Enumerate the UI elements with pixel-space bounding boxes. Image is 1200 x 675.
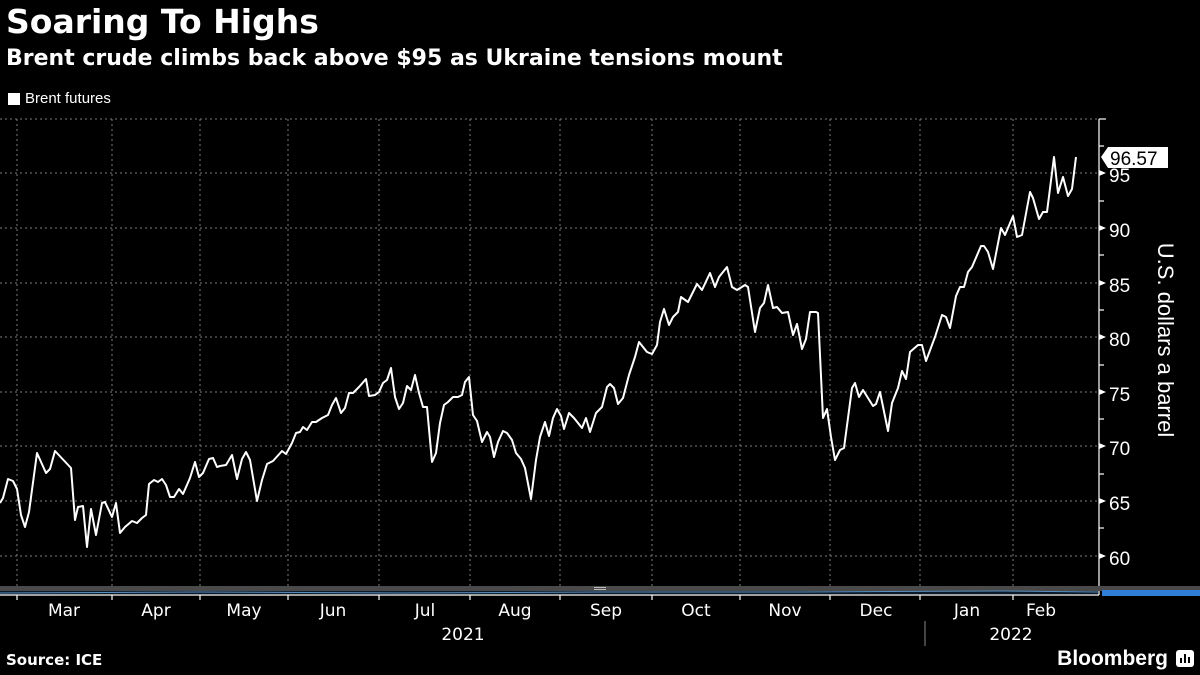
svg-text:2022: 2022 xyxy=(989,625,1032,645)
svg-text:Jul: Jul xyxy=(414,601,436,621)
y-axis-label: U.S. dollars a barrel xyxy=(1153,242,1178,438)
brent-line xyxy=(0,156,1077,548)
x-gridlines xyxy=(16,119,1014,590)
svg-text:65: 65 xyxy=(1109,494,1130,515)
source-note: Source: ICE xyxy=(6,651,103,669)
svg-text:Feb: Feb xyxy=(1026,601,1056,621)
legend: Brent futures xyxy=(8,90,111,107)
svg-text:75: 75 xyxy=(1109,385,1130,406)
x-tick-labels: Mar Apr May Jun Jul Aug Sep Oct Nov Dec … xyxy=(48,601,1056,645)
svg-text:Mar: Mar xyxy=(48,601,80,621)
x-axis xyxy=(0,594,1099,600)
svg-text:85: 85 xyxy=(1109,276,1130,297)
svg-text:Nov: Nov xyxy=(768,601,801,621)
svg-text:96.57: 96.57 xyxy=(1110,149,1158,170)
svg-text:Jan: Jan xyxy=(953,601,980,621)
svg-text:Jun: Jun xyxy=(319,601,347,621)
svg-text:Aug: Aug xyxy=(498,601,531,621)
svg-text:95: 95 xyxy=(1109,166,1130,187)
brand-logo: Bloomberg xyxy=(1057,647,1168,670)
navigator-scrollbar xyxy=(0,586,1200,596)
bloomberg-chart-icon xyxy=(1176,650,1194,667)
legend-label: Brent futures xyxy=(25,90,111,107)
last-value-tag: 96.57 xyxy=(1101,147,1168,170)
svg-text:80: 80 xyxy=(1109,330,1130,351)
y-tick-labels: 60 65 70 75 80 85 90 95 xyxy=(1109,166,1130,570)
svg-text:60: 60 xyxy=(1109,549,1130,570)
y-gridlines xyxy=(0,118,1098,557)
svg-text:90: 90 xyxy=(1109,221,1130,242)
y-axis xyxy=(1098,118,1106,595)
y-tick-markers xyxy=(1099,170,1106,559)
svg-text:Dec: Dec xyxy=(860,601,893,621)
svg-text:70: 70 xyxy=(1109,439,1130,460)
svg-text:Oct: Oct xyxy=(681,601,711,621)
chart-title: Soaring To Highs xyxy=(6,2,319,41)
svg-text:May: May xyxy=(226,601,261,621)
legend-swatch-icon xyxy=(8,92,20,105)
svg-text:2021: 2021 xyxy=(441,625,484,645)
svg-text:Sep: Sep xyxy=(590,601,622,621)
chart-subtitle: Brent crude climbs back above $95 as Ukr… xyxy=(6,46,783,71)
svg-text:Apr: Apr xyxy=(141,601,170,621)
